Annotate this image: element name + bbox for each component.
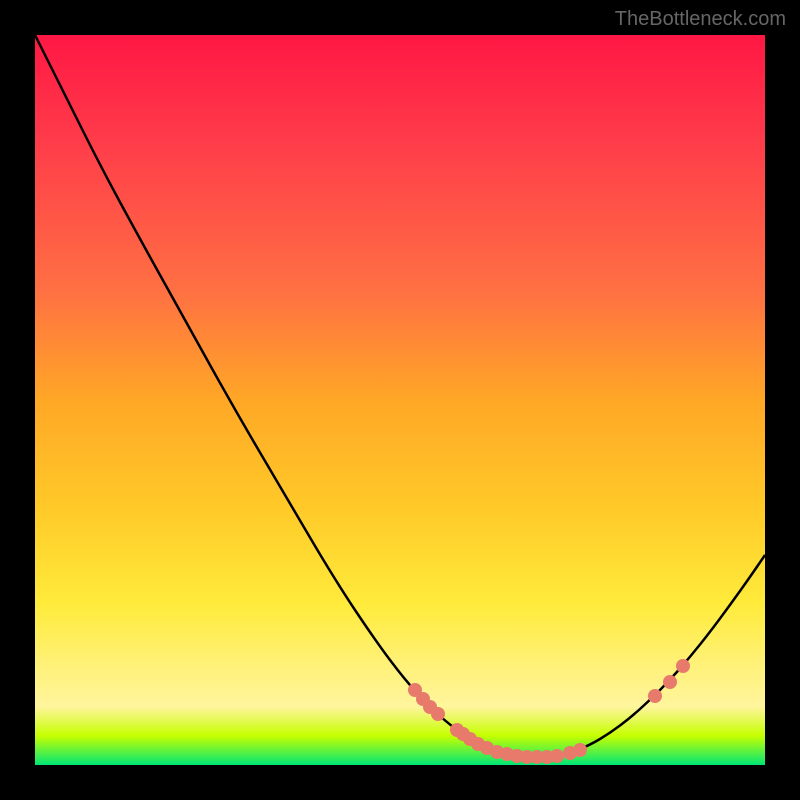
data-marker <box>550 749 564 763</box>
data-marker <box>663 675 677 689</box>
data-marker <box>573 743 587 757</box>
data-marker <box>648 689 662 703</box>
bottleneck-curve <box>35 35 765 758</box>
data-marker <box>431 707 445 721</box>
curve-overlay <box>35 35 765 765</box>
marker-group <box>408 659 690 764</box>
data-marker <box>676 659 690 673</box>
chart-container <box>35 35 765 765</box>
watermark-text: TheBottleneck.com <box>615 8 786 31</box>
